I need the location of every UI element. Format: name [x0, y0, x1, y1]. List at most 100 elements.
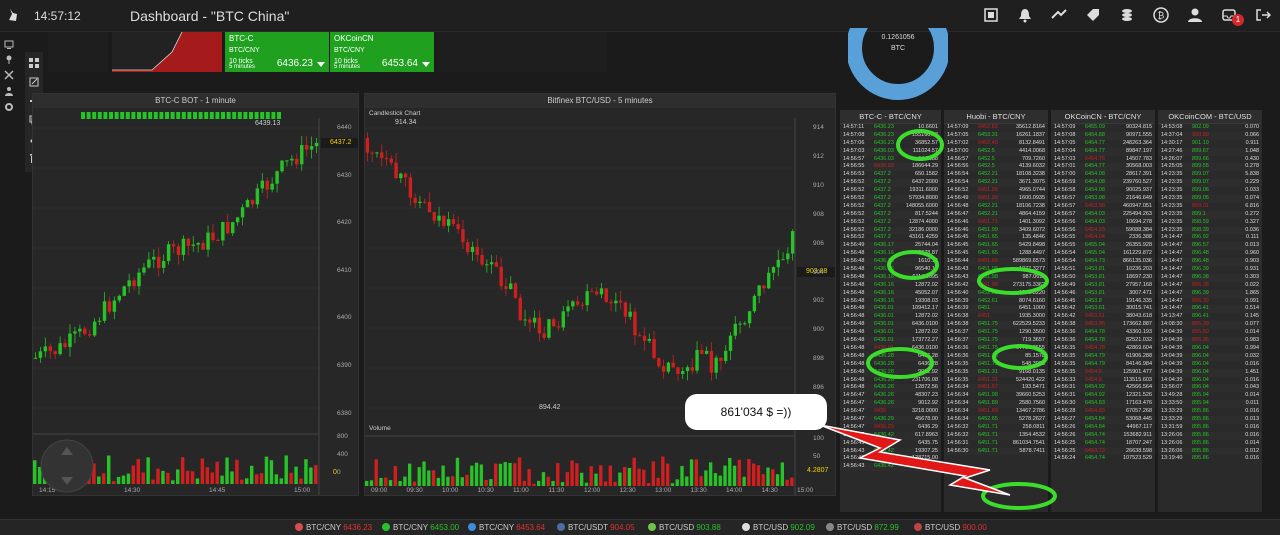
trade-time: 14:57:09 — [947, 124, 969, 130]
volume-bar — [393, 466, 398, 486]
candle-body — [762, 285, 766, 289]
bottom-ticker-item[interactable]: BTC/USD 903.88 — [648, 523, 721, 532]
trade-price: 6436.28 — [874, 400, 894, 407]
tools-icon[interactable] — [4, 70, 14, 80]
trade-price: 6451.75 — [978, 352, 998, 359]
trade-amount: 19311.6000 — [909, 187, 938, 194]
axis-tick-label: 100 — [813, 435, 824, 442]
trades-table-okcoincom[interactable]: OKCoinCOM - BTC/USD 14:53:08 902.09 0.070 14… — [1158, 110, 1262, 512]
axis-tick-label: 902 — [813, 297, 824, 305]
inbox-button[interactable]: 1 — [1220, 6, 1244, 26]
table-row: 14:56:52 6437.2 43161.4259 — [840, 234, 941, 242]
trade-price: 895.94 — [1192, 400, 1209, 407]
caret-down-icon[interactable] — [317, 62, 325, 67]
rabbit-logo-icon[interactable] — [7, 8, 19, 22]
trade-price: 6452.65 — [978, 415, 998, 422]
trade-price: 6454.74 — [1085, 455, 1105, 462]
table-row: 14:14:47 896.48 0.960 — [1158, 250, 1262, 258]
coins-icon[interactable] — [1118, 6, 1136, 24]
volume-bar — [570, 460, 574, 486]
trade-time: 14:04:39 — [1161, 360, 1183, 367]
candle-body — [285, 160, 289, 162]
volume-bar — [627, 467, 632, 486]
volume-bar — [560, 482, 565, 486]
bell-icon[interactable] — [1016, 6, 1034, 24]
volume-bar — [494, 463, 498, 486]
bottom-ticker-item[interactable]: BTC/CNY 6453.00 — [382, 523, 459, 532]
highlight-circle — [981, 482, 1057, 510]
bottom-ticker-item[interactable]: BTC/USD 902.09 — [742, 523, 815, 532]
settings-icon[interactable] — [4, 102, 14, 112]
candle-body — [690, 367, 694, 371]
activity-block — [131, 112, 136, 119]
table-row: 14:56:55 6455.04 26355.928 — [1051, 242, 1155, 251]
btcc-candlestick-chart[interactable] — [33, 108, 359, 496]
trade-time: 14:56:43 — [843, 439, 865, 446]
tag-icon[interactable] — [1084, 6, 1102, 24]
trade-amount: 0.960 — [1245, 250, 1259, 257]
candle-body — [704, 350, 709, 354]
candle-body — [201, 243, 205, 250]
ticker-card-okcoin[interactable]: OKCoinCN BTC/CNY 10 ticks 5 minutes 6453… — [330, 32, 434, 72]
candle-body — [552, 319, 556, 327]
bottom-ticker-item[interactable]: BTC/CNY 6453.64 — [468, 523, 545, 532]
user-icon[interactable] — [1186, 6, 1204, 24]
trade-price: 6436.01 — [874, 313, 894, 320]
trades-table-btcc[interactable]: BTC-C - BTC/CNY 14:57:11 6436.23 10.6601 14:… — [840, 110, 941, 512]
edit-icon[interactable] — [29, 77, 39, 87]
candle-body — [186, 238, 191, 246]
trade-price: 6436.28 — [874, 360, 894, 367]
trade-amount: 43360.193 — [1126, 329, 1152, 336]
user-rail-icon[interactable] — [4, 86, 14, 96]
grid-icon[interactable] — [29, 58, 39, 68]
trades-table-huobi[interactable]: Huobi - BTC/CNY 14:57:09 6452.82 35612.8164… — [944, 110, 1048, 512]
candle-body — [127, 280, 131, 287]
trade-amount: 90025.937 — [1126, 187, 1152, 194]
trade-amount: 44967.117 — [1126, 423, 1152, 430]
fullscreen-icon[interactable] — [982, 6, 1000, 24]
table-row: 14:57:09 6452.82 35612.8164 — [944, 124, 1048, 132]
table-row: 14:56:25 6453.73 26638.598 — [1051, 447, 1155, 456]
trade-amount: 28617.391 — [1126, 171, 1152, 178]
bottom-ticker-item[interactable]: BTC/USDT 904.05 — [557, 523, 635, 532]
monitor-icon[interactable] — [4, 40, 14, 50]
bitcoin-icon[interactable]: ₿ — [1152, 6, 1170, 24]
trade-price: 895.86 — [1192, 408, 1209, 415]
bitfinex-candlestick-chart[interactable] — [365, 108, 836, 496]
pin-icon[interactable] — [4, 54, 14, 64]
trade-amount: 6436.0100 — [912, 321, 938, 328]
logout-icon[interactable] — [1254, 6, 1272, 24]
trade-amount: 14507.783 — [1126, 155, 1152, 162]
trade-time: 14:56:46 — [947, 218, 969, 225]
trade-time: 14:23:35 — [1161, 195, 1183, 202]
table-row: 14:04:39 896.04 0.016 — [1158, 377, 1262, 385]
table-row: 14:56:31 6451.71 861034.7541 — [944, 440, 1048, 448]
trade-price: 6452.5 — [978, 163, 995, 170]
table-row: 14:56:52 6437.2 32186.0000 — [840, 226, 941, 235]
pan-up-icon[interactable] — [61, 447, 73, 455]
signal-icon[interactable] — [1050, 6, 1068, 24]
trades-table-okcoincn[interactable]: OKCoinCN - BTC/CNY 14:57:09 6455.09 90324.8… — [1051, 110, 1155, 512]
volume-bar — [185, 470, 190, 484]
volume-bar — [284, 455, 288, 484]
ticker-card-btcc[interactable]: BTC-C BTC/CNY 10 ticks 5 minutes 6436.23 — [225, 32, 329, 72]
bottom-ticker-item[interactable]: BTC/USD 872.99 — [826, 523, 899, 532]
pan-down-icon[interactable] — [61, 477, 73, 485]
volume-bar — [388, 480, 393, 486]
exchange-icon — [648, 523, 656, 531]
volume-bar — [613, 481, 617, 486]
table-row: 14:57:09 6455.09 90324.815 — [1051, 124, 1155, 132]
svg-text:₿: ₿ — [1158, 11, 1165, 22]
trade-price: 6452.82 — [978, 124, 998, 130]
trade-price: 895.86 — [1192, 439, 1209, 446]
candle-body — [485, 264, 489, 266]
volume-bar — [294, 466, 298, 484]
trade-amount: 12874.4000 — [908, 218, 938, 225]
bottom-ticker-item[interactable]: BTC/CNY 6436.23 — [295, 523, 372, 532]
candle-body — [657, 358, 661, 367]
bottom-ticker-item[interactable]: BTC/USD 900.00 — [914, 523, 987, 532]
navigation-joystick[interactable] — [37, 439, 97, 493]
caret-down-icon[interactable] — [422, 62, 430, 67]
trade-amount: 13467.2786 — [1015, 408, 1045, 415]
volume-bar — [465, 474, 469, 486]
